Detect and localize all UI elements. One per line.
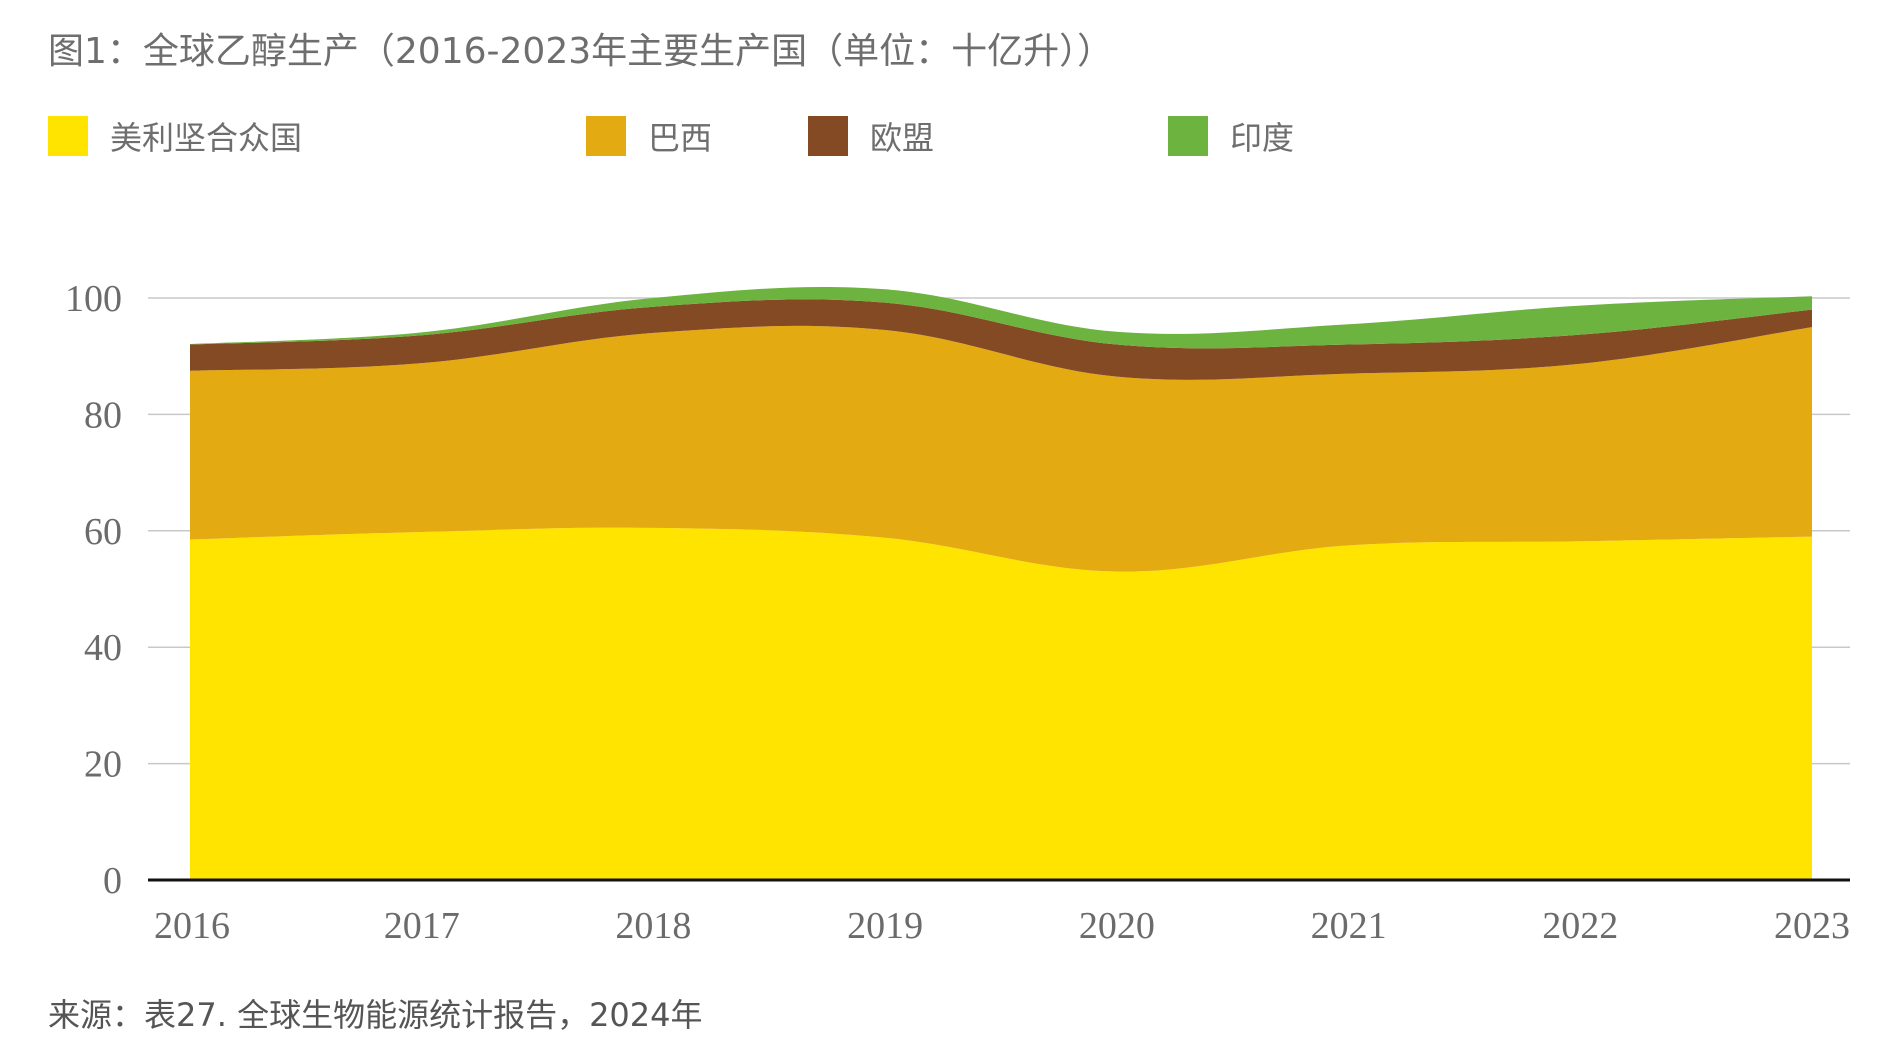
x-tick-label-2016: 2016: [154, 905, 230, 947]
y-tick-label-60: 60: [84, 511, 122, 553]
legend-item-brazil: 巴西: [586, 116, 713, 157]
y-tick-label-0: 0: [103, 860, 122, 902]
x-tick-label-2017: 2017: [384, 905, 460, 947]
legend-label-india: 印度: [1230, 119, 1295, 157]
legend-label-brazil: 巴西: [648, 119, 713, 157]
legend-item-india: 印度: [1168, 116, 1295, 157]
y-tick-label-100: 100: [65, 278, 122, 320]
y-tick-label-40: 40: [84, 627, 122, 669]
x-tick-label-2022: 2022: [1542, 905, 1618, 947]
legend-label-eu: 欧盟: [870, 119, 935, 157]
source-note: 来源：表27. 全球生物能源统计报告，2024年: [48, 996, 703, 1034]
legend-swatch-eu: [808, 116, 848, 156]
x-tick-label-2020: 2020: [1079, 905, 1155, 947]
x-tick-label-2019: 2019: [847, 905, 923, 947]
area-series-eu: [190, 299, 1812, 380]
x-tick-label-2018: 2018: [615, 905, 691, 947]
legend: 美利坚合众国 巴西 欧盟 印度: [48, 116, 1548, 157]
legend-item-eu: 欧盟: [808, 116, 935, 157]
legend-swatch-brazil: [586, 116, 626, 156]
chart-plot-area: 0 20 40 60 80 100 2016 2017 2018 2019 2020 2021 2022…: [65, 278, 1850, 947]
x-tick-label-2021: 2021: [1311, 905, 1387, 947]
chart-title: 图1：全球乙醇生产（2016-2023年主要生产国（单位：十亿升））: [48, 31, 1114, 72]
area-series-brazil: [190, 325, 1812, 572]
area-series-india: [190, 286, 1812, 349]
legend-item-usa: 美利坚合众国: [48, 116, 303, 157]
area-series-usa: [190, 527, 1812, 880]
legend-swatch-usa: [48, 116, 88, 156]
y-tick-label-80: 80: [84, 394, 122, 436]
x-tick-label-2023: 2023: [1774, 905, 1850, 947]
y-tick-label-20: 20: [84, 744, 122, 786]
legend-label-usa: 美利坚合众国: [110, 119, 303, 157]
legend-swatch-india: [1168, 116, 1208, 156]
